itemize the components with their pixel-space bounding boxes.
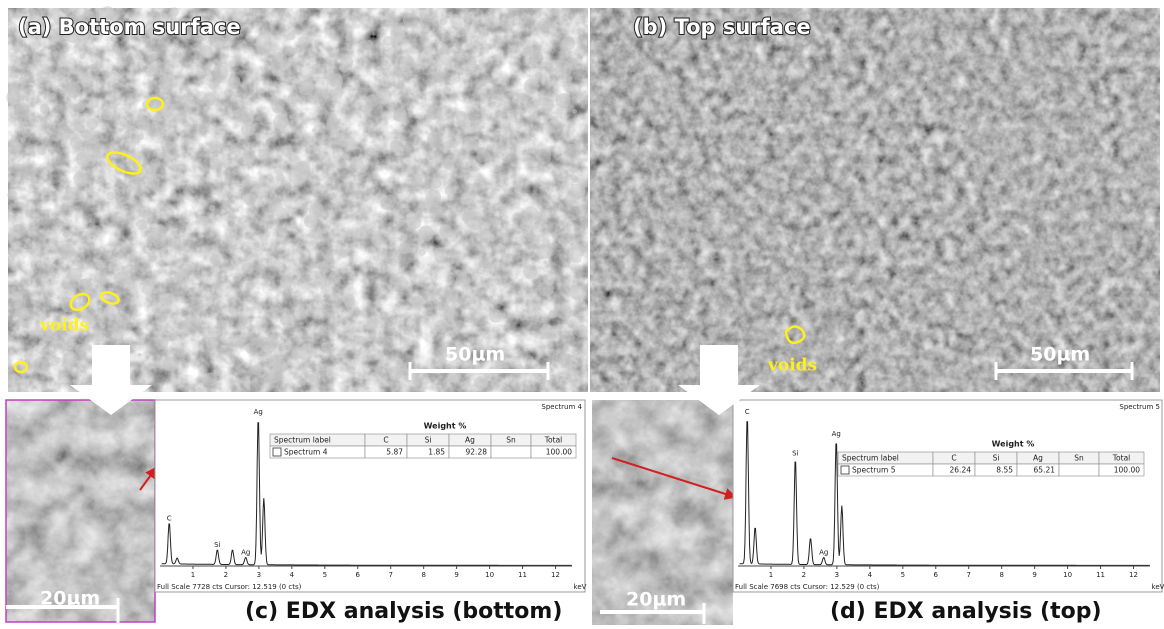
checkbox (841, 466, 849, 474)
x-tick-label: 9 (1032, 571, 1036, 579)
table-header: Si (993, 454, 1000, 463)
table-header: Si (425, 436, 432, 445)
table-value: Spectrum 4 (284, 448, 328, 457)
x-tick-label: 9 (454, 571, 458, 579)
x-tick-label: 7 (388, 571, 392, 579)
peak-label: Ag (832, 430, 841, 438)
table-value: 5.87 (386, 448, 403, 457)
sem-image-a: voids 50µm (a) Bottom surface (6, 6, 588, 392)
checkbox (273, 448, 281, 456)
x-tick-label: 2 (224, 571, 228, 579)
table-value: 26.24 (950, 466, 972, 475)
x-tick-label: 5 (901, 571, 905, 579)
x-tick-label: 12 (551, 571, 560, 579)
x-tick-label: 4 (290, 571, 295, 579)
panel-label: (a) Bottom surface (18, 15, 241, 39)
sem-inset-c: 20µm (6, 400, 156, 624)
table-cell (1059, 464, 1099, 476)
x-tick-label: 10 (1063, 571, 1072, 579)
spectrum-title: Spectrum 4 (541, 403, 582, 411)
x-tick-label: 6 (356, 571, 361, 579)
x-tick-label: 2 (802, 571, 806, 579)
x-tick-label: 6 (934, 571, 939, 579)
x-unit: keV (1152, 583, 1164, 591)
table-value: 65.21 (1034, 466, 1056, 475)
scale-bar-label: 50µm (445, 344, 505, 366)
x-tick-label: 8 (999, 571, 1003, 579)
table-header: Spectrum label (842, 454, 899, 463)
panel-label: (c) EDX analysis (bottom) (245, 599, 562, 624)
x-tick-label: 3 (257, 571, 261, 579)
table-header: Spectrum label (274, 436, 331, 445)
sem-inset-d: 20µm (592, 400, 735, 625)
x-tick-label: 7 (966, 571, 970, 579)
x-tick-label: 10 (485, 571, 494, 579)
x-tick-label: 11 (1096, 571, 1105, 579)
x-tick-label: 3 (835, 571, 839, 579)
table-header: Ag (1033, 454, 1043, 463)
table-cell (491, 446, 531, 458)
table-value: Spectrum 5 (852, 466, 896, 475)
sem-image-b: voids 50µm (b) Top surface (590, 8, 1160, 392)
peak-label: Si (214, 541, 220, 549)
x-tick-label: 1 (769, 571, 773, 579)
annotation: voids (39, 316, 89, 336)
scale-bar-label: 20µm (40, 588, 100, 610)
table-value: 100.00 (1114, 466, 1140, 475)
x-unit: keV (574, 583, 587, 591)
x-tick-label: 11 (518, 571, 527, 579)
panel-label: (b) Top surface (633, 15, 811, 39)
table-value: 92.28 (466, 448, 488, 457)
table-value: 1.85 (428, 448, 445, 457)
footer: Full Scale 7698 cts Cursor: 12.529 (0 ct… (735, 583, 880, 591)
table-header: Ag (465, 436, 475, 445)
annotation: voids (767, 356, 817, 376)
scale-bar-label: 50µm (1030, 344, 1090, 366)
x-tick-label: 8 (421, 571, 425, 579)
spectrum-title: Spectrum 5 (1119, 403, 1160, 411)
peak-label: Si (792, 449, 798, 457)
peak-label: Ag (241, 549, 250, 557)
peak-label: C (745, 408, 750, 416)
table-header: Total (1112, 454, 1131, 463)
table-group-header: Weight % (992, 440, 1035, 449)
table-header: Sn (506, 436, 516, 445)
table-header: C (383, 436, 388, 445)
table-header: Total (544, 436, 563, 445)
x-tick-label: 4 (868, 571, 873, 579)
panel-label: (d) EDX analysis (top) (830, 599, 1102, 624)
table-value: 100.00 (546, 448, 572, 457)
peak-label: Ag (819, 549, 828, 557)
footer: Full Scale 7728 cts Cursor: 12.519 (0 ct… (157, 583, 302, 591)
table-header: Sn (1074, 454, 1084, 463)
x-tick-label: 5 (323, 571, 327, 579)
peak-label: Ag (254, 408, 263, 416)
x-tick-label: 1 (191, 571, 195, 579)
table-header: C (951, 454, 956, 463)
table-group-header: Weight % (424, 422, 467, 431)
spectrum-frame (733, 400, 1162, 592)
figure: voids 50µm (a) Bottom surface voids 50µm… (0, 0, 1164, 629)
peak-label: C (167, 515, 172, 523)
scale-bar-label: 20µm (626, 589, 686, 611)
table-value: 8.55 (996, 466, 1013, 475)
x-tick-label: 12 (1129, 571, 1138, 579)
